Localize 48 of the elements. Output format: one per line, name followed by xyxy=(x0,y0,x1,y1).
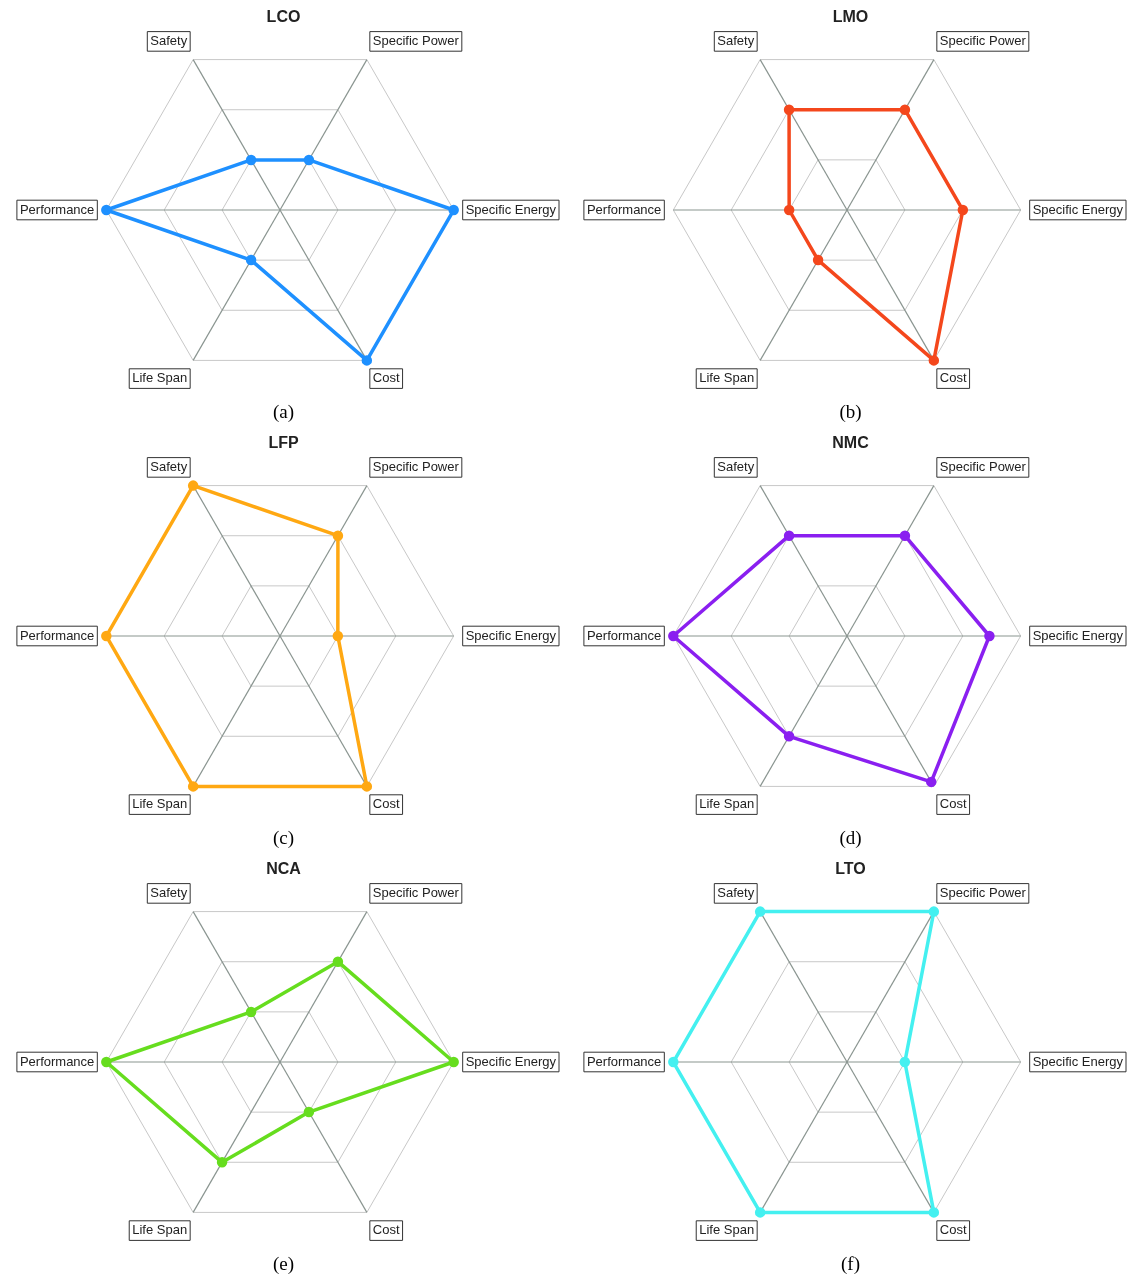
spoke-label: Performance xyxy=(19,1053,95,1069)
spoke-label: Cost xyxy=(372,370,400,386)
text: (f) xyxy=(840,1252,861,1276)
chart-title: NCA xyxy=(266,860,302,878)
spoke-label: Life Span xyxy=(132,370,188,386)
spoke-label: Performance xyxy=(19,627,95,643)
spoke-label: Life Span xyxy=(699,796,755,812)
text: (e) xyxy=(271,1252,296,1276)
spoke-label: Life Span xyxy=(132,1222,188,1238)
spoke-label: Cost xyxy=(939,796,967,812)
chart-title: NMC xyxy=(832,434,870,452)
spoke-label: Cost xyxy=(939,1222,967,1238)
spoke-label: Life Span xyxy=(132,796,188,812)
spoke-label: Specific Power xyxy=(939,32,1027,48)
spoke-label: Cost xyxy=(939,370,967,386)
spoke-label: Performance xyxy=(19,201,95,217)
spoke-label: Safety xyxy=(150,458,188,474)
chart-title: LCO xyxy=(266,8,301,26)
spoke-label: Performance xyxy=(586,627,662,643)
spoke-label: Performance xyxy=(586,201,662,217)
spoke-label: Life Span xyxy=(699,370,755,386)
spoke-label: Specific Power xyxy=(372,458,460,474)
spoke-label: Cost xyxy=(372,796,400,812)
chart-title: LTO xyxy=(835,860,866,878)
spoke-label: Safety xyxy=(150,32,188,48)
spoke-label: Safety xyxy=(150,884,188,900)
spoke-label: Specific Energy xyxy=(465,1053,557,1069)
spoke-label: Cost xyxy=(372,1222,400,1238)
spoke-label: Specific Energy xyxy=(1032,627,1124,643)
spoke-label: Specific Energy xyxy=(1032,1053,1124,1069)
spoke-label: Specific Power xyxy=(372,32,460,48)
spoke-label: Safety xyxy=(717,884,755,900)
text: (c) xyxy=(271,826,296,850)
spoke-label: Specific Power xyxy=(939,458,1027,474)
text: (d) xyxy=(838,826,863,850)
chart-title: LMO xyxy=(832,8,869,26)
spoke-label: Specific Energy xyxy=(465,201,557,217)
spoke-label: Specific Power xyxy=(939,884,1027,900)
spoke-label: Life Span xyxy=(699,1222,755,1238)
text: (b) xyxy=(838,400,863,424)
spoke-label: Specific Energy xyxy=(1032,201,1124,217)
text: (a) xyxy=(271,400,296,424)
spoke-label: Safety xyxy=(717,458,755,474)
spoke-label: Safety xyxy=(717,32,755,48)
spoke-label: Specific Energy xyxy=(465,627,557,643)
chart-title: LFP xyxy=(268,434,299,452)
spoke-label: Performance xyxy=(586,1053,662,1069)
spoke-label: Specific Power xyxy=(372,884,460,900)
